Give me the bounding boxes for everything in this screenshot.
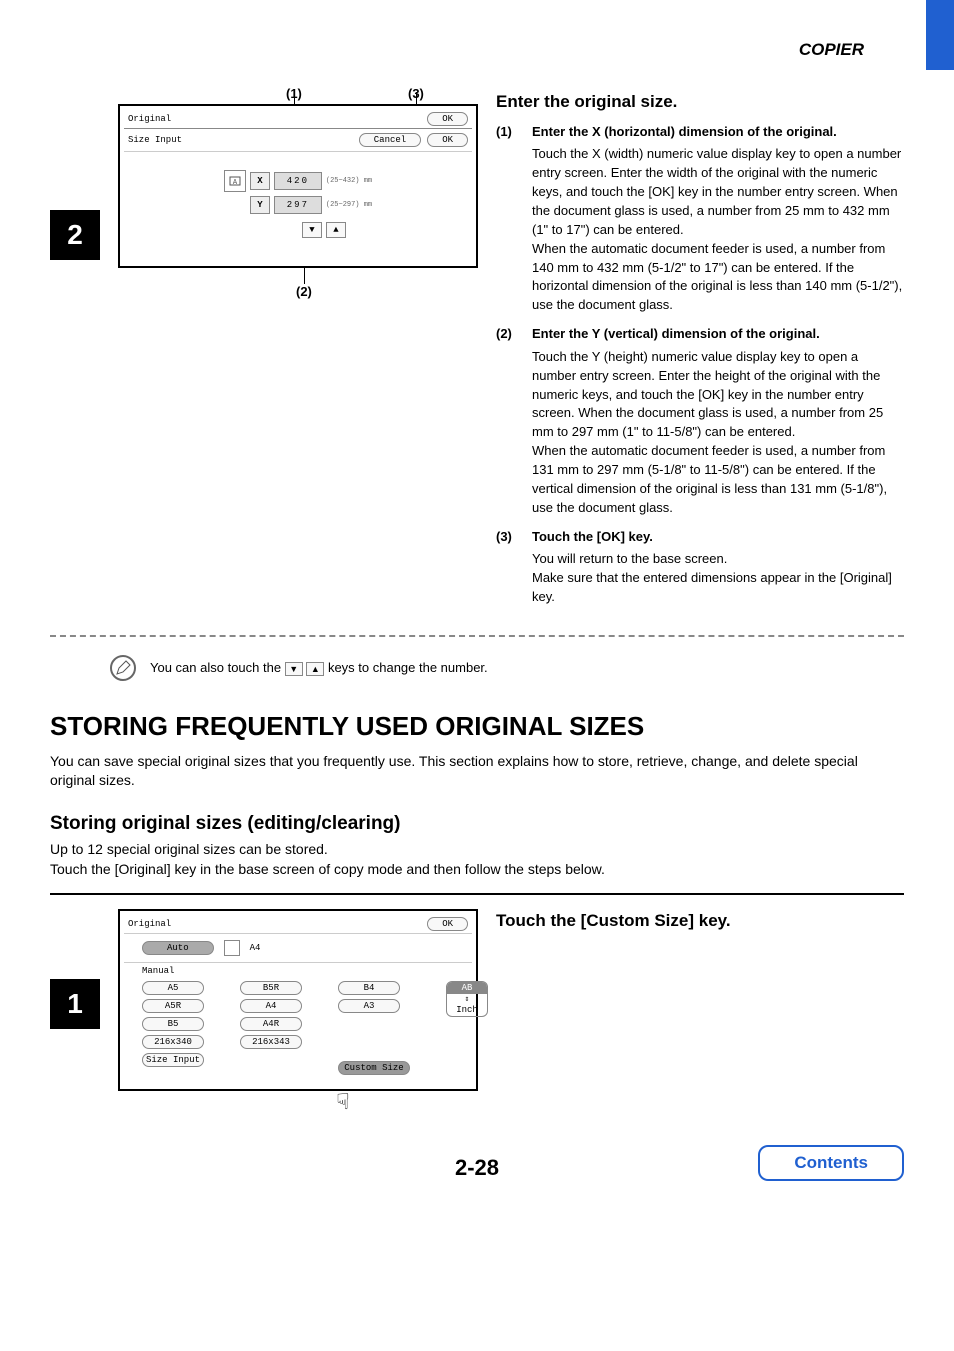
note-prefix: You can also touch the — [150, 660, 285, 675]
step-1-row: 1 Original OK Auto A4 Manual A5 A5R — [50, 909, 904, 1115]
size-input-screenshot: Original OK Size Input Cancel OK A X 420 — [118, 104, 478, 268]
screenshot-column: (1) (3) Original OK Size Input Cancel OK — [118, 90, 478, 617]
size-input-button[interactable]: Size Input — [142, 1053, 204, 1067]
pointer-hand-icon: ☟ — [208, 1089, 478, 1115]
item3-title-row: (3) Touch the [OK] key. — [496, 528, 904, 547]
item3-title: Touch the [OK] key. — [532, 528, 653, 547]
step-number-2: 2 — [50, 210, 100, 260]
dashed-divider — [50, 635, 904, 637]
x-row: A X 420 (25~432) mm — [224, 170, 372, 192]
s2-ok-button[interactable]: OK — [427, 917, 468, 931]
blue-side-tab — [926, 0, 954, 70]
instruction-text: Enter the original size. (1) Enter the X… — [496, 90, 904, 617]
y-value-display[interactable]: 297 — [274, 196, 322, 214]
section-intro: You can save special original sizes that… — [50, 752, 904, 791]
original-screenshot: Original OK Auto A4 Manual A5 A5R B5 216… — [118, 909, 478, 1091]
y-range: (25~297) mm — [326, 201, 372, 209]
size-grid: A5 A5R B5 216x340 Size Input B5R A4 A4R … — [124, 979, 472, 1085]
size-col-3: B4 A3 Custom Size — [338, 981, 410, 1075]
item2-body: Touch the Y (height) numeric value displ… — [532, 348, 904, 518]
arrow-buttons: ▼ ▲ — [250, 222, 346, 238]
size-btn[interactable]: A4R — [240, 1017, 302, 1031]
page-icon — [224, 940, 240, 956]
size-col-1: A5 A5R B5 216x340 Size Input — [142, 981, 204, 1075]
custom-size-button[interactable]: Custom Size — [338, 1061, 410, 1075]
screenshot-subtitle: Size Input — [128, 135, 353, 145]
item1-title: Enter the X (horizontal) dimension of th… — [532, 123, 837, 142]
sub-line2: Touch the [Original] key in the base scr… — [50, 861, 904, 877]
inline-down-arrow-icon: ▼ — [285, 662, 303, 676]
step1-text: Touch the [Custom Size] key. — [496, 909, 904, 1115]
toggle-col: AB ⇕ Inch — [446, 981, 488, 1075]
size-btn[interactable]: B4 — [338, 981, 400, 995]
x-value-display[interactable]: 420 — [274, 172, 322, 190]
screenshot-title: Original — [128, 114, 421, 124]
step1-heading: Touch the [Custom Size] key. — [496, 909, 904, 934]
note-text: You can also touch the ▼ ▲ keys to chang… — [150, 660, 488, 676]
item2-title: Enter the Y (vertical) dimension of the … — [532, 325, 820, 344]
x-label: X — [250, 172, 270, 190]
size-btn[interactable]: 216x343 — [240, 1035, 302, 1049]
section-heading: STORING FREQUENTLY USED ORIGINAL SIZES — [50, 711, 904, 742]
toggle-inch: Inch — [447, 1004, 487, 1016]
ok-top-button[interactable]: OK — [427, 112, 468, 126]
header-title: COPIER — [50, 40, 864, 60]
size-btn[interactable]: A3 — [338, 999, 400, 1013]
s2-title-row: Original OK — [124, 915, 472, 934]
step-heading: Enter the original size. — [496, 90, 904, 115]
step-2-row: 2 (1) (3) Original OK Size Input Cancel … — [50, 90, 904, 617]
size-btn[interactable]: 216x340 — [142, 1035, 204, 1049]
sub-line1: Up to 12 special original sizes can be s… — [50, 841, 904, 857]
x-range: (25~432) mm — [326, 177, 372, 185]
manual-label: Manual — [124, 963, 472, 979]
auto-button[interactable]: Auto — [142, 941, 214, 955]
up-arrow-button[interactable]: ▲ — [326, 222, 346, 238]
screenshot-body: A X 420 (25~432) mm Y 297 (25~297) mm — [124, 152, 472, 262]
y-label: Y — [250, 196, 270, 214]
item3-body: You will return to the base screen. Make… — [532, 550, 904, 607]
item3-num: (3) — [496, 528, 522, 547]
size-btn[interactable]: A5R — [142, 999, 204, 1013]
toggle-ab: AB — [447, 982, 487, 994]
item1-title-row: (1) Enter the X (horizontal) dimension o… — [496, 123, 904, 142]
svg-text:A: A — [233, 179, 238, 187]
auto-value: A4 — [250, 943, 261, 953]
size-btn[interactable]: A4 — [240, 999, 302, 1013]
toggle-arrows-icon: ⇕ — [447, 994, 487, 1004]
page: COPIER 2 (1) (3) Original OK Size Input … — [0, 0, 954, 1211]
size-btn[interactable]: B5R — [240, 981, 302, 995]
s2-title: Original — [128, 919, 421, 929]
contents-link[interactable]: Contents — [758, 1145, 904, 1181]
solid-divider — [50, 893, 904, 895]
step-number-1: 1 — [50, 979, 100, 1029]
item1-body: Touch the X (width) numeric value displa… — [532, 145, 904, 315]
unit-toggle[interactable]: AB ⇕ Inch — [446, 981, 488, 1017]
screenshot-title-row: Original OK — [124, 110, 472, 129]
item2-num: (2) — [496, 325, 522, 344]
ok-button[interactable]: OK — [427, 133, 468, 147]
note-suffix: keys to change the number. — [328, 660, 488, 675]
pencil-note-icon — [110, 655, 136, 681]
note-row: You can also touch the ▼ ▲ keys to chang… — [110, 655, 904, 681]
orientation-icon: A — [224, 170, 246, 192]
inline-up-arrow-icon: ▲ — [306, 662, 324, 676]
callout-2: (2) — [296, 284, 312, 299]
screenshot2-column: Original OK Auto A4 Manual A5 A5R B5 216… — [118, 909, 478, 1115]
y-row: Y 297 (25~297) mm — [224, 196, 372, 214]
cancel-button[interactable]: Cancel — [359, 133, 421, 147]
subsection-heading: Storing original sizes (editing/clearing… — [50, 813, 904, 835]
size-btn[interactable]: A5 — [142, 981, 204, 995]
item1-num: (1) — [496, 123, 522, 142]
screenshot-sub-row: Size Input Cancel OK — [124, 129, 472, 152]
item2-title-row: (2) Enter the Y (vertical) dimension of … — [496, 325, 904, 344]
size-col-2: B5R A4 A4R 216x343 — [240, 981, 302, 1075]
size-btn[interactable]: B5 — [142, 1017, 204, 1031]
s2-auto-row: Auto A4 — [124, 934, 472, 963]
down-arrow-button[interactable]: ▼ — [302, 222, 322, 238]
